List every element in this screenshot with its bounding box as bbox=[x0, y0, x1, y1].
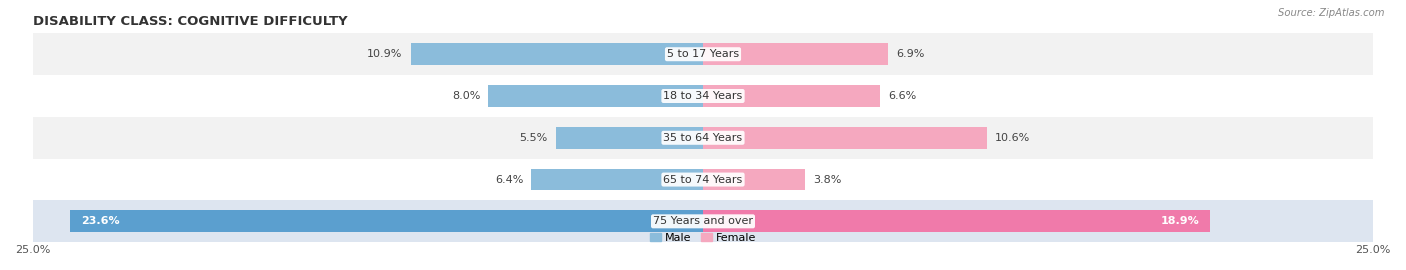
Bar bbox=[70, 211, 703, 232]
Text: 3.8%: 3.8% bbox=[813, 175, 841, 185]
Text: 10.6%: 10.6% bbox=[995, 133, 1031, 143]
Text: 5 to 17 Years: 5 to 17 Years bbox=[666, 49, 740, 59]
Text: 5.5%: 5.5% bbox=[519, 133, 547, 143]
Bar bbox=[411, 43, 703, 65]
Text: 6.6%: 6.6% bbox=[889, 91, 917, 101]
Text: 35 to 64 Years: 35 to 64 Years bbox=[664, 133, 742, 143]
Bar bbox=[703, 169, 804, 190]
Bar bbox=[531, 169, 703, 190]
Text: 8.0%: 8.0% bbox=[453, 91, 481, 101]
Bar bbox=[32, 200, 1374, 242]
Bar bbox=[32, 75, 1374, 117]
Bar bbox=[703, 43, 889, 65]
Bar bbox=[703, 211, 1209, 232]
Bar bbox=[488, 85, 703, 107]
Bar bbox=[32, 117, 1374, 159]
Text: DISABILITY CLASS: COGNITIVE DIFFICULTY: DISABILITY CLASS: COGNITIVE DIFFICULTY bbox=[32, 15, 347, 28]
Text: 6.9%: 6.9% bbox=[896, 49, 924, 59]
Bar bbox=[555, 127, 703, 149]
Text: 18 to 34 Years: 18 to 34 Years bbox=[664, 91, 742, 101]
Text: 23.6%: 23.6% bbox=[82, 216, 120, 226]
Text: 18.9%: 18.9% bbox=[1160, 216, 1199, 226]
Text: 6.4%: 6.4% bbox=[495, 175, 523, 185]
Bar bbox=[703, 127, 987, 149]
Text: Source: ZipAtlas.com: Source: ZipAtlas.com bbox=[1278, 8, 1385, 18]
Text: 75 Years and over: 75 Years and over bbox=[652, 216, 754, 226]
Bar bbox=[32, 33, 1374, 75]
Legend: Male, Female: Male, Female bbox=[645, 228, 761, 247]
Bar bbox=[703, 85, 880, 107]
Text: 10.9%: 10.9% bbox=[367, 49, 402, 59]
Text: 65 to 74 Years: 65 to 74 Years bbox=[664, 175, 742, 185]
Bar bbox=[32, 159, 1374, 200]
